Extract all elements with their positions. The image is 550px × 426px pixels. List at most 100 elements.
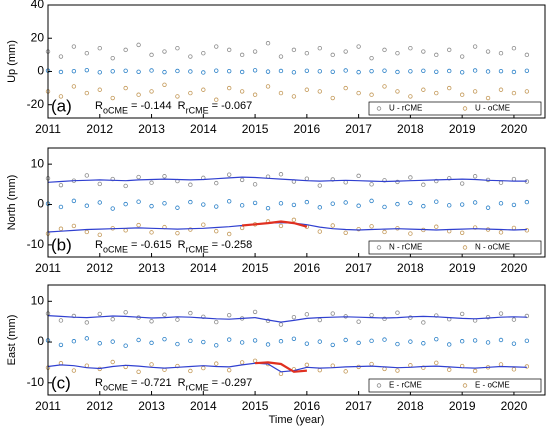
data-point bbox=[382, 68, 387, 73]
data-point bbox=[524, 364, 530, 369]
data-point bbox=[239, 225, 245, 231]
data-point bbox=[58, 342, 64, 348]
data-point bbox=[356, 69, 361, 75]
x-tick-label: 2020 bbox=[501, 399, 528, 413]
data-point bbox=[356, 90, 361, 96]
data-point bbox=[356, 203, 361, 208]
legend-label: N - oCME bbox=[475, 243, 510, 252]
data-point bbox=[162, 312, 167, 317]
data-point bbox=[123, 47, 128, 53]
data-point bbox=[149, 180, 154, 185]
data-point bbox=[252, 309, 258, 315]
data-point bbox=[265, 84, 271, 89]
data-point bbox=[485, 69, 491, 74]
y-tick-label: 0 bbox=[37, 334, 44, 348]
y-tick-label: -20 bbox=[27, 97, 45, 111]
smooth-line bbox=[255, 361, 308, 373]
data-point bbox=[472, 174, 478, 179]
legend-marker bbox=[376, 106, 382, 111]
data-point bbox=[459, 202, 465, 207]
panel: -10 0 10 2011 2012 2013 2014 2015 2016 2017 2018 20… bbox=[6, 147, 546, 275]
data-point bbox=[97, 46, 102, 51]
data-point bbox=[330, 52, 335, 58]
data-point bbox=[110, 55, 115, 61]
data-point bbox=[136, 222, 141, 228]
data-point bbox=[58, 182, 64, 188]
data-point bbox=[97, 181, 102, 187]
data-point bbox=[71, 68, 77, 74]
data-point bbox=[162, 201, 167, 206]
data-point bbox=[382, 47, 387, 53]
data-point bbox=[123, 85, 128, 91]
data-point bbox=[188, 182, 193, 187]
data-point bbox=[447, 85, 452, 91]
data-point bbox=[58, 204, 64, 210]
x-tick-label: 2019 bbox=[449, 399, 476, 413]
data-point bbox=[511, 341, 517, 346]
data-point bbox=[123, 201, 128, 207]
data-point bbox=[395, 341, 400, 347]
data-point bbox=[421, 182, 426, 187]
data-point bbox=[485, 314, 491, 320]
data-point bbox=[123, 183, 128, 189]
data-point bbox=[291, 94, 297, 99]
x-tick-label: 2015 bbox=[242, 122, 269, 136]
data-point bbox=[434, 336, 439, 342]
data-point bbox=[175, 205, 180, 210]
data-point bbox=[447, 342, 452, 347]
data-point bbox=[226, 85, 232, 91]
data-point bbox=[214, 204, 219, 209]
stat-subscript: oCME bbox=[103, 105, 128, 115]
data-point bbox=[395, 368, 400, 373]
data-point bbox=[498, 230, 504, 235]
y-axis-label: Up (mm) bbox=[6, 40, 18, 83]
data-point bbox=[71, 368, 77, 373]
data-point bbox=[343, 369, 348, 374]
data-point bbox=[498, 180, 504, 185]
legend: N - rCME N - oCME bbox=[368, 240, 542, 255]
data-point bbox=[110, 69, 115, 74]
data-point bbox=[149, 362, 154, 367]
data-point bbox=[421, 87, 426, 92]
data-point bbox=[291, 336, 297, 341]
data-point bbox=[278, 90, 284, 96]
data-point bbox=[188, 199, 193, 205]
data-point bbox=[472, 368, 478, 374]
x-tick-label: 2015 bbox=[242, 261, 269, 275]
data-point bbox=[136, 199, 141, 204]
data-point bbox=[369, 182, 374, 187]
data-point bbox=[214, 343, 219, 348]
data-point bbox=[408, 69, 413, 74]
data-point bbox=[84, 203, 90, 208]
legend-marker bbox=[462, 245, 468, 250]
smooth-line bbox=[47, 315, 527, 323]
data-point bbox=[123, 343, 128, 348]
data-point bbox=[84, 67, 90, 73]
data-point bbox=[343, 200, 348, 205]
data-point bbox=[472, 44, 478, 49]
data-point bbox=[511, 317, 517, 322]
data-point bbox=[382, 316, 387, 322]
data-point bbox=[84, 173, 90, 178]
data-point bbox=[136, 369, 141, 374]
data-point bbox=[162, 336, 167, 342]
data-point bbox=[330, 363, 335, 368]
data-point bbox=[188, 54, 193, 59]
data-point bbox=[226, 199, 232, 204]
data-point bbox=[459, 311, 465, 317]
data-point bbox=[239, 203, 245, 208]
data-point bbox=[304, 68, 310, 74]
stat-symbol: R bbox=[178, 377, 186, 389]
data-point bbox=[408, 339, 413, 344]
data-point bbox=[162, 69, 167, 75]
data-point bbox=[149, 89, 154, 94]
x-tick-label: 2011 bbox=[35, 261, 61, 275]
data-point bbox=[304, 87, 310, 92]
x-tick-label: 2014 bbox=[190, 261, 217, 275]
data-point bbox=[408, 363, 413, 368]
data-point bbox=[110, 359, 115, 365]
data-point bbox=[123, 68, 128, 74]
data-point bbox=[136, 92, 141, 97]
x-tick-label: 2017 bbox=[345, 122, 372, 136]
data-point bbox=[356, 44, 361, 49]
